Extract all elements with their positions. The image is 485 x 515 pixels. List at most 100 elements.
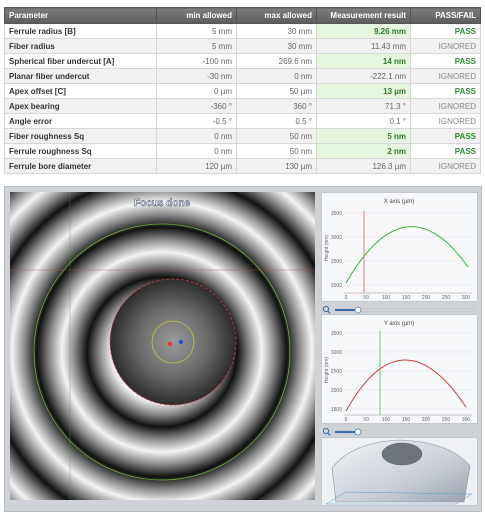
result-cell: 126.3 µm xyxy=(316,158,411,174)
y-chart-xtick: 300 xyxy=(462,417,471,423)
apex-zone-circle xyxy=(151,320,195,364)
max-cell: 50 µm xyxy=(236,83,317,99)
y-chart-ytick: 3000 xyxy=(331,350,342,356)
min-cell: -360 ° xyxy=(156,98,237,114)
x-chart-grid xyxy=(344,212,472,286)
table-row[interactable]: Ferrule bore diameter 120 µm 130 µm 126.… xyxy=(4,158,481,174)
col-header-result[interactable]: Measurement result xyxy=(316,7,411,24)
parameter-cell: Ferrule bore diameter xyxy=(4,158,157,174)
x-zoom-slider[interactable] xyxy=(321,302,476,314)
ferrule-surface xyxy=(331,439,471,503)
x-profile-chart[interactable]: X axis (µm) Height (nm) 3500 3000 2500 2… xyxy=(321,192,478,302)
table-row[interactable]: Fiber radius 5 mm 30 mm 11.43 mm IGNORED xyxy=(4,38,481,54)
max-cell: 50 nm xyxy=(236,128,317,144)
magnifier-icon[interactable] xyxy=(322,427,331,436)
x-chart-xtick: 300 xyxy=(462,295,471,301)
y-chart-title: Y axis (µm) xyxy=(384,321,414,327)
max-cell: 30 mm xyxy=(236,38,317,54)
result-cell: 2 nm xyxy=(316,143,411,159)
x-chart-ytick: 3500 xyxy=(331,211,342,217)
y-zoom-fill xyxy=(335,431,358,433)
status-cell: IGNORED xyxy=(410,98,481,114)
min-cell: 5 mm xyxy=(156,38,237,54)
table-row[interactable]: Planar fiber undercut -30 nm 0 nm -222.1… xyxy=(4,68,481,84)
fiber-edge-circle xyxy=(109,278,237,406)
x-chart-ytick: 2000 xyxy=(331,283,342,289)
min-cell: -30 nm xyxy=(156,68,237,84)
status-cell: IGNORED xyxy=(410,38,481,54)
parameter-cell: Fiber roughness Sq xyxy=(4,128,157,144)
x-chart-ytick: 2500 xyxy=(331,259,342,265)
y-chart-xtick: 250 xyxy=(442,417,451,423)
col-header-status[interactable]: PASS/FAIL xyxy=(410,7,481,24)
y-zoom-thumb[interactable] xyxy=(354,428,362,436)
result-cell: 71.3 ° xyxy=(316,98,411,114)
apex-marker xyxy=(167,341,173,347)
y-profile-chart[interactable]: Y axis (µm) Height (nm) 3500 3000 2500 2… xyxy=(321,314,478,424)
fiber-core-region xyxy=(110,279,236,405)
x-profile-svg: X axis (µm) Height (nm) 3500 3000 2500 2… xyxy=(324,199,472,301)
y-chart-xtick: 100 xyxy=(382,417,391,423)
interferogram-view[interactable]: Focus done xyxy=(10,192,315,500)
y-chart-ytick: 1500 xyxy=(331,407,342,413)
y-zoom-slider[interactable] xyxy=(321,424,476,436)
table-row[interactable]: Angle error -0.5 ° 0.5 ° 0.1 ° IGNORED xyxy=(4,113,481,129)
max-cell: 30 mm xyxy=(236,23,317,39)
surface-3d-svg xyxy=(325,439,473,505)
min-cell: 0 nm xyxy=(156,128,237,144)
parameter-cell: Apex bearing xyxy=(4,98,157,114)
status-cell: IGNORED xyxy=(410,158,481,174)
table-row[interactable]: Ferrule radius [B] 5 mm 30 mm 9.26 mm PA… xyxy=(4,23,481,39)
surface-3d-view[interactable] xyxy=(321,437,478,506)
x-zoom-slider-svg xyxy=(322,305,474,314)
min-cell: 0 µm xyxy=(156,83,237,99)
max-cell: 0.5 ° xyxy=(236,113,317,129)
status-cell: PASS xyxy=(410,83,481,99)
max-cell: 0 nm xyxy=(236,68,317,84)
x-zoom-thumb[interactable] xyxy=(354,306,362,314)
y-chart-xtick: 200 xyxy=(422,417,431,423)
parameter-cell: Angle error xyxy=(4,113,157,129)
y-chart-ytick: 2000 xyxy=(331,388,342,394)
max-cell: 269.6 nm xyxy=(236,53,317,69)
status-cell: PASS xyxy=(410,23,481,39)
x-chart-xtick: 200 xyxy=(422,295,431,301)
measurement-table: Parameter min allowed max allowed Measur… xyxy=(4,7,481,174)
y-chart-xtick: 150 xyxy=(402,417,411,423)
status-cell: PASS xyxy=(410,143,481,159)
status-cell: IGNORED xyxy=(410,113,481,129)
ferrule-fit-circle xyxy=(33,223,291,481)
table-header-row: Parameter min allowed max allowed Measur… xyxy=(4,7,481,24)
x-chart-xtick: 150 xyxy=(402,295,411,301)
parameter-cell: Ferrule radius [B] xyxy=(4,23,157,39)
min-cell: 120 µm xyxy=(156,158,237,174)
col-header-parameter[interactable]: Parameter xyxy=(4,7,157,24)
y-chart-ylabel: Height (nm) xyxy=(324,357,330,383)
table-row[interactable]: Spherical fiber undercut [A] -100 nm 269… xyxy=(4,53,481,69)
min-cell: -100 nm xyxy=(156,53,237,69)
x-chart-xtick: 0 xyxy=(345,295,348,301)
result-cell: -222.1 nm xyxy=(316,68,411,84)
status-cell: IGNORED xyxy=(410,68,481,84)
parameter-cell: Planar fiber undercut xyxy=(4,68,157,84)
base-plane xyxy=(325,491,473,505)
min-cell: -0.5 ° xyxy=(156,113,237,129)
y-chart-xtick: 0 xyxy=(345,417,348,423)
y-chart-ytick: 2500 xyxy=(331,369,342,375)
col-header-min[interactable]: min allowed xyxy=(156,7,237,24)
y-chart-ytick: 3500 xyxy=(331,331,342,337)
x-chart-ylabel: Height (nm) xyxy=(324,235,330,261)
min-cell: 5 mm xyxy=(156,23,237,39)
center-marker xyxy=(178,339,184,345)
result-cell: 5 nm xyxy=(316,128,411,144)
fiber-surface xyxy=(381,442,423,466)
x-chart-xtick: 100 xyxy=(382,295,391,301)
y-profile-curve xyxy=(345,359,467,412)
max-cell: 130 µm xyxy=(236,158,317,174)
table-row[interactable]: Apex bearing -360 ° 360 ° 71.3 ° IGNORED xyxy=(4,98,481,114)
table-row[interactable]: Apex offset [C] 0 µm 50 µm 13 µm PASS xyxy=(4,83,481,99)
magnifier-icon[interactable] xyxy=(322,305,331,314)
table-row[interactable]: Fiber roughness Sq 0 nm 50 nm 5 nm PASS xyxy=(4,128,481,144)
col-header-max[interactable]: max allowed xyxy=(236,7,317,24)
table-row[interactable]: Ferrule roughness Sq 0 nm 50 nm 2 nm PAS… xyxy=(4,143,481,159)
